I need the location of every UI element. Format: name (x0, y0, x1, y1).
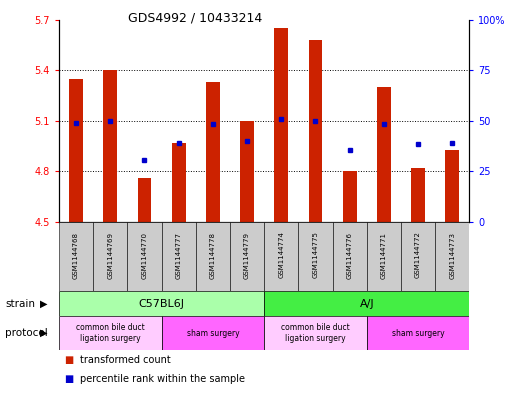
Bar (59, 291, 264, 316)
Bar (162, 316, 264, 350)
Text: ▶: ▶ (40, 328, 47, 338)
Bar (343, 171, 357, 222)
Bar (377, 87, 391, 222)
Bar (127, 222, 162, 291)
Bar (332, 222, 367, 291)
Bar (93, 222, 127, 291)
Text: GSM1144779: GSM1144779 (244, 231, 250, 279)
Text: GSM1144770: GSM1144770 (142, 231, 148, 279)
Text: GSM1144775: GSM1144775 (312, 231, 319, 279)
Text: C57BL6J: C57BL6J (139, 299, 185, 309)
Bar (445, 149, 459, 222)
Text: A/J: A/J (360, 299, 374, 309)
Bar (299, 222, 332, 291)
Bar (240, 121, 254, 222)
Bar (162, 222, 196, 291)
Bar (196, 222, 230, 291)
Text: GDS4992 / 10433214: GDS4992 / 10433214 (128, 12, 262, 25)
Text: GSM1144774: GSM1144774 (278, 231, 284, 279)
Text: ▶: ▶ (40, 299, 47, 309)
Text: GSM1144777: GSM1144777 (175, 231, 182, 279)
Text: percentile rank within the sample: percentile rank within the sample (80, 374, 245, 384)
Text: GSM1144776: GSM1144776 (347, 231, 353, 279)
Text: sham surgery: sham surgery (392, 329, 444, 338)
Bar (264, 316, 367, 350)
Text: common bile duct
ligation surgery: common bile duct ligation surgery (281, 323, 350, 343)
Bar (411, 168, 425, 222)
Bar (137, 178, 151, 222)
Bar (264, 222, 299, 291)
Text: ■: ■ (64, 374, 73, 384)
Text: GSM1144773: GSM1144773 (449, 231, 456, 279)
Bar (230, 222, 264, 291)
Bar (172, 143, 186, 222)
Text: transformed count: transformed count (80, 354, 170, 365)
Bar (401, 222, 435, 291)
Bar (435, 222, 469, 291)
Text: common bile duct
ligation surgery: common bile duct ligation surgery (76, 323, 145, 343)
Bar (59, 316, 162, 350)
Text: strain: strain (5, 299, 35, 309)
Bar (59, 222, 93, 291)
Bar (367, 222, 401, 291)
Text: GSM1144778: GSM1144778 (210, 231, 216, 279)
Bar (274, 28, 288, 222)
Bar (367, 316, 469, 350)
Text: GSM1144769: GSM1144769 (107, 231, 113, 279)
Text: GSM1144772: GSM1144772 (415, 231, 421, 279)
Bar (69, 79, 83, 222)
Text: GSM1144768: GSM1144768 (73, 231, 79, 279)
Bar (206, 82, 220, 222)
Bar (264, 291, 469, 316)
Text: sham surgery: sham surgery (187, 329, 239, 338)
Text: ■: ■ (64, 354, 73, 365)
Bar (309, 40, 322, 222)
Text: protocol: protocol (5, 328, 48, 338)
Bar (104, 70, 117, 222)
Text: GSM1144771: GSM1144771 (381, 231, 387, 279)
